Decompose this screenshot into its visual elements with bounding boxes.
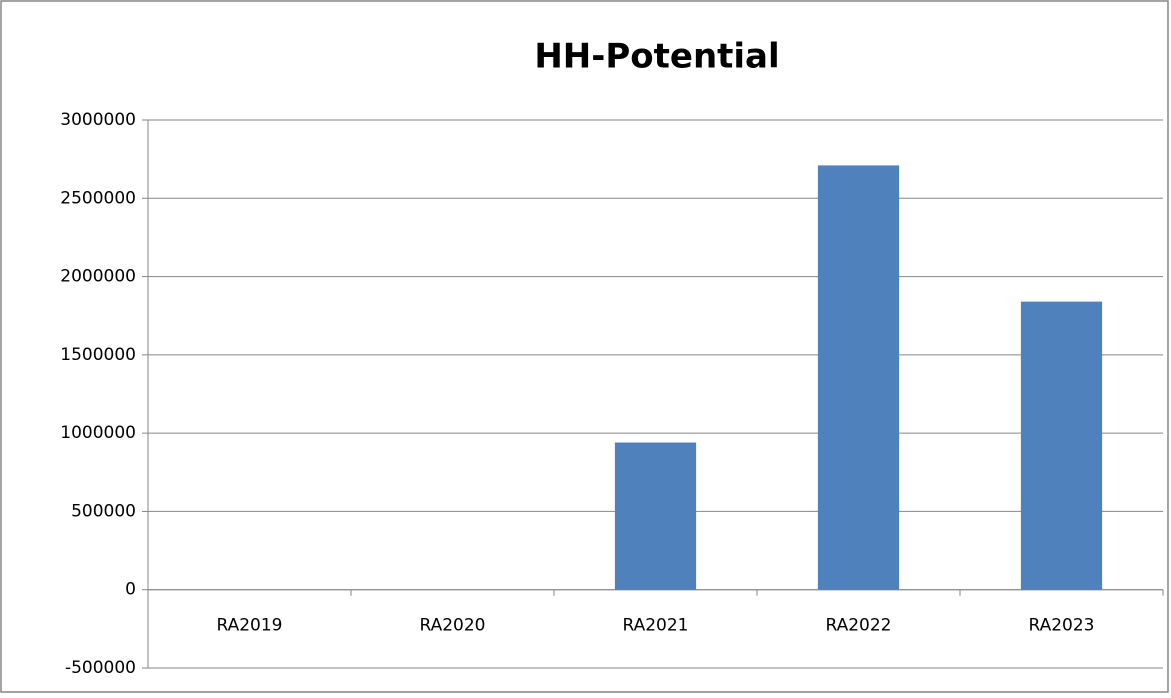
bar [614,442,697,590]
x-tick-label: RA2022 [825,616,891,636]
x-tick-label: RA2021 [622,616,688,636]
bar [1020,301,1103,590]
bar [817,165,900,590]
y-tick-label: 1500000 [60,345,136,365]
x-tick-label: RA2019 [216,616,282,636]
y-tick-label: 0 [125,580,136,600]
y-tick-label: -500000 [65,658,136,678]
chart-title: HH-Potential [534,37,779,77]
y-tick-label: 1000000 [60,423,136,443]
y-tick-label: 2000000 [60,267,136,287]
x-tick-label: RA2023 [1028,616,1094,636]
y-tick-label: 500000 [71,501,136,521]
y-tick-label: 2500000 [60,188,136,208]
y-tick-label: 3000000 [60,110,136,130]
x-tick-label: RA2020 [419,616,485,636]
